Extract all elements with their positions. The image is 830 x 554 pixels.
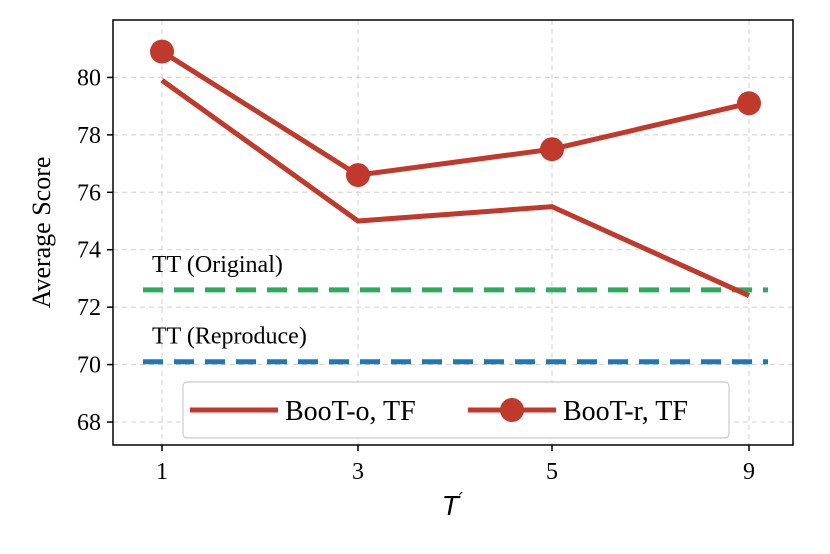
y-tick-label: 74 — [77, 238, 101, 264]
data-point — [346, 163, 370, 188]
y-tick-label: 68 — [77, 410, 101, 436]
series — [150, 39, 761, 298]
data-point — [737, 91, 761, 116]
legend-label-boot-o: BooT-o, TF — [285, 396, 416, 427]
x-axis-label: T′ — [443, 489, 463, 522]
series-line-1 — [160, 78, 751, 298]
series-line-2 — [160, 49, 750, 178]
y-tick-label: 78 — [77, 123, 101, 149]
x-tick-label: 5 — [546, 459, 558, 485]
x-tick-label: 3 — [352, 459, 364, 485]
y-tick-label: 70 — [77, 353, 101, 379]
plot-frame — [112, 19, 794, 446]
reference-lines: TT (Original) TT (Reproduce) — [143, 252, 768, 365]
x-axis-label-prime: ′ — [459, 489, 463, 510]
x-tick-label: 9 — [743, 459, 755, 485]
data-point — [540, 137, 564, 162]
legend-marker-boot-r — [500, 398, 524, 422]
legend-box — [182, 381, 730, 439]
x-tick-label: 1 — [156, 459, 168, 485]
y-axis-label: Average Score — [27, 157, 56, 309]
reference-line-label: TT (Reproduce) — [152, 324, 307, 350]
grid — [113, 20, 793, 445]
y-tick-label: 76 — [77, 180, 101, 206]
data-point — [150, 39, 174, 64]
x-axis-label-main: T — [443, 492, 461, 522]
legend: BooT-o, TF BooT-r, TF — [182, 381, 730, 439]
legend-label-boot-r: BooT-r, TF — [563, 396, 688, 427]
y-tick-label: 80 — [77, 65, 101, 91]
reference-line-label: TT (Original) — [152, 252, 283, 278]
axes-ticks: 1 3 5 9 68 70 72 74 76 78 80 — [77, 65, 755, 485]
y-tick-label: 72 — [77, 295, 101, 321]
